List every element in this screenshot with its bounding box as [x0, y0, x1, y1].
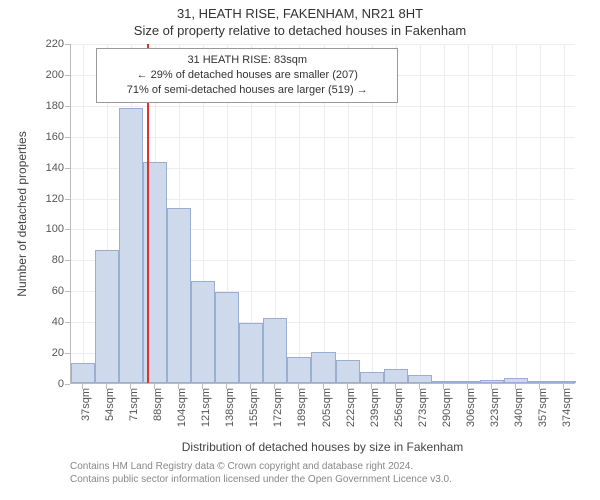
- x-tick-label: 104sqm: [176, 388, 188, 427]
- annotation-line: ← 29% of detached houses are smaller (20…: [105, 68, 389, 83]
- x-tick-mark: [226, 384, 227, 389]
- grid-v: [540, 44, 541, 383]
- histogram-bar: [432, 381, 456, 383]
- x-tick-mark: [443, 384, 444, 389]
- x-tick-mark: [467, 384, 468, 389]
- grid-v: [564, 44, 565, 383]
- histogram-bar: [71, 363, 95, 383]
- grid-v: [516, 44, 517, 383]
- histogram-bar: [408, 375, 432, 383]
- x-tick-label: 323sqm: [489, 388, 501, 427]
- x-tick-label: 256sqm: [393, 388, 405, 427]
- annotation-box: 31 HEATH RISE: 83sqm← 29% of detached ho…: [96, 48, 398, 103]
- x-tick-label: 155sqm: [248, 388, 260, 427]
- y-tick-mark: [65, 168, 70, 169]
- x-tick-mark: [274, 384, 275, 389]
- x-tick-label: 189sqm: [296, 388, 308, 427]
- y-tick-mark: [65, 291, 70, 292]
- y-tick-mark: [65, 137, 70, 138]
- histogram-bar: [95, 250, 119, 383]
- x-tick-label: 374sqm: [561, 388, 573, 427]
- x-axis-label: Distribution of detached houses by size …: [182, 440, 464, 454]
- histogram-bar: [239, 323, 263, 383]
- histogram-bar: [360, 372, 384, 383]
- titles-block: 31, HEATH RISE, FAKENHAM, NR21 8HT Size …: [0, 0, 600, 40]
- x-tick-label: 37sqm: [80, 388, 92, 421]
- x-tick-mark: [515, 384, 516, 389]
- histogram-bar: [336, 360, 360, 383]
- x-tick-mark: [82, 384, 83, 389]
- x-tick-label: 290sqm: [441, 388, 453, 427]
- x-tick-label: 306sqm: [465, 388, 477, 427]
- grid-v: [468, 44, 469, 383]
- grid-v: [83, 44, 84, 383]
- address-line: 31, HEATH RISE, FAKENHAM, NR21 8HT: [0, 6, 600, 23]
- grid-v: [420, 44, 421, 383]
- chart-container: 31, HEATH RISE, FAKENHAM, NR21 8HT Size …: [0, 0, 600, 500]
- annotation-line: 31 HEATH RISE: 83sqm: [105, 53, 389, 68]
- histogram-bar: [311, 352, 335, 383]
- y-tick-mark: [65, 44, 70, 45]
- x-tick-mark: [371, 384, 372, 389]
- x-tick-label: 121sqm: [200, 388, 212, 427]
- grid-v: [444, 44, 445, 383]
- x-tick-mark: [130, 384, 131, 389]
- x-tick-mark: [419, 384, 420, 389]
- histogram-bar: [552, 381, 576, 383]
- histogram-bar: [504, 378, 528, 383]
- histogram-bar: [167, 208, 191, 383]
- x-tick-mark: [250, 384, 251, 389]
- x-tick-mark: [347, 384, 348, 389]
- plot-area: 31 HEATH RISE: 83sqm← 29% of detached ho…: [70, 44, 575, 384]
- histogram-bar: [456, 381, 480, 383]
- x-tick-mark: [154, 384, 155, 389]
- histogram-bar: [263, 318, 287, 383]
- y-tick-mark: [65, 106, 70, 107]
- x-tick-label: 88sqm: [152, 388, 164, 421]
- y-tick-mark: [65, 75, 70, 76]
- x-tick-mark: [323, 384, 324, 389]
- x-tick-mark: [298, 384, 299, 389]
- histogram-bar: [528, 381, 552, 383]
- y-tick-mark: [65, 260, 70, 261]
- attribution-line-1: Contains HM Land Registry data © Crown c…: [70, 460, 452, 473]
- x-tick-mark: [202, 384, 203, 389]
- y-tick-mark: [65, 229, 70, 230]
- histogram-bar: [480, 380, 504, 383]
- x-tick-label: 54sqm: [104, 388, 116, 421]
- y-tick-mark: [65, 322, 70, 323]
- attribution-line-2: Contains public sector information licen…: [70, 473, 452, 486]
- histogram-bar: [191, 281, 215, 383]
- x-tick-label: 138sqm: [224, 388, 236, 427]
- x-tick-mark: [395, 384, 396, 389]
- plot-region: 31 HEATH RISE: 83sqm← 29% of detached ho…: [70, 44, 575, 384]
- x-tick-mark: [178, 384, 179, 389]
- annotation-line: 71% of semi-detached houses are larger (…: [105, 83, 389, 98]
- x-tick-label: 222sqm: [345, 388, 357, 427]
- x-tick-label: 205sqm: [321, 388, 333, 427]
- subtitle: Size of property relative to detached ho…: [0, 23, 600, 40]
- x-tick-label: 172sqm: [272, 388, 284, 427]
- y-tick-mark: [65, 384, 70, 385]
- histogram-bar: [384, 369, 408, 383]
- histogram-bar: [119, 108, 143, 383]
- x-tick-mark: [539, 384, 540, 389]
- x-tick-label: 340sqm: [513, 388, 525, 427]
- grid-v: [492, 44, 493, 383]
- histogram-bar: [287, 357, 311, 383]
- x-tick-label: 357sqm: [537, 388, 549, 427]
- x-tick-label: 239sqm: [369, 388, 381, 427]
- y-tick-mark: [65, 353, 70, 354]
- x-tick-label: 71sqm: [128, 388, 140, 421]
- x-tick-mark: [491, 384, 492, 389]
- y-tick-mark: [65, 199, 70, 200]
- attribution-block: Contains HM Land Registry data © Crown c…: [70, 460, 452, 486]
- x-tick-mark: [563, 384, 564, 389]
- x-tick-label: 273sqm: [417, 388, 429, 427]
- histogram-bar: [215, 292, 239, 383]
- y-axis-label: Number of detached properties: [15, 131, 29, 296]
- x-tick-mark: [106, 384, 107, 389]
